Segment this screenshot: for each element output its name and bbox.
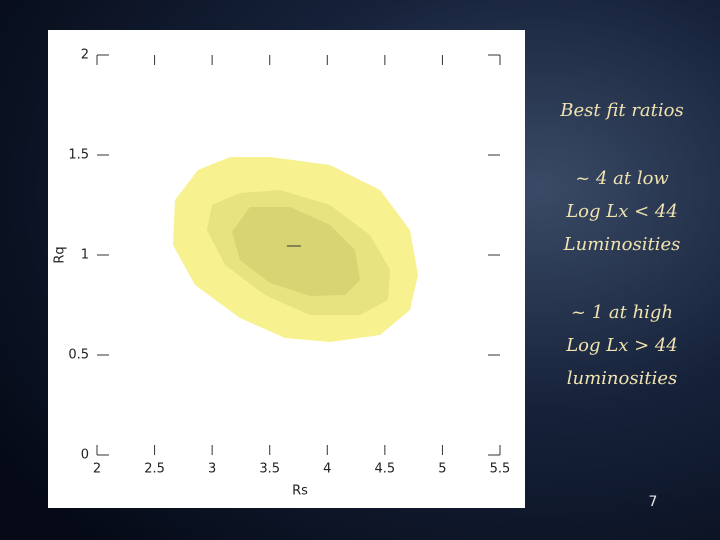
slide-text: Best fit ratios [559,100,683,121]
slide-text: luminosities [567,368,677,389]
slide-text: Log Lx < 44 [565,201,678,222]
page-number: 7 [649,494,658,510]
x-tick-label: 5 [438,462,446,477]
y-tick-label: 0.5 [68,348,89,363]
y-tick-label: 0 [81,448,89,463]
slide-text: Luminosities [563,234,681,255]
y-axis-label: Rq [53,246,68,263]
slide-text: ~ 1 at high [571,302,673,323]
x-tick-label: 3 [208,462,216,477]
x-tick-label: 3.5 [259,462,280,477]
x-tick-label: 5.5 [490,462,511,477]
y-tick-label: 2 [81,48,89,63]
x-axis-label: Rs [292,484,308,499]
x-tick-label: 4.5 [375,462,396,477]
contour-region [231,207,360,296]
x-tick-label: 2.5 [144,462,165,477]
y-tick-label: 1.5 [68,148,89,163]
y-tick-label: 1 [81,248,89,263]
slide-text: Log Lx > 44 [565,335,678,356]
slide-text: ~ 4 at low [575,168,669,189]
x-tick-label: 4 [323,462,331,477]
x-tick-label: 2 [93,462,101,477]
